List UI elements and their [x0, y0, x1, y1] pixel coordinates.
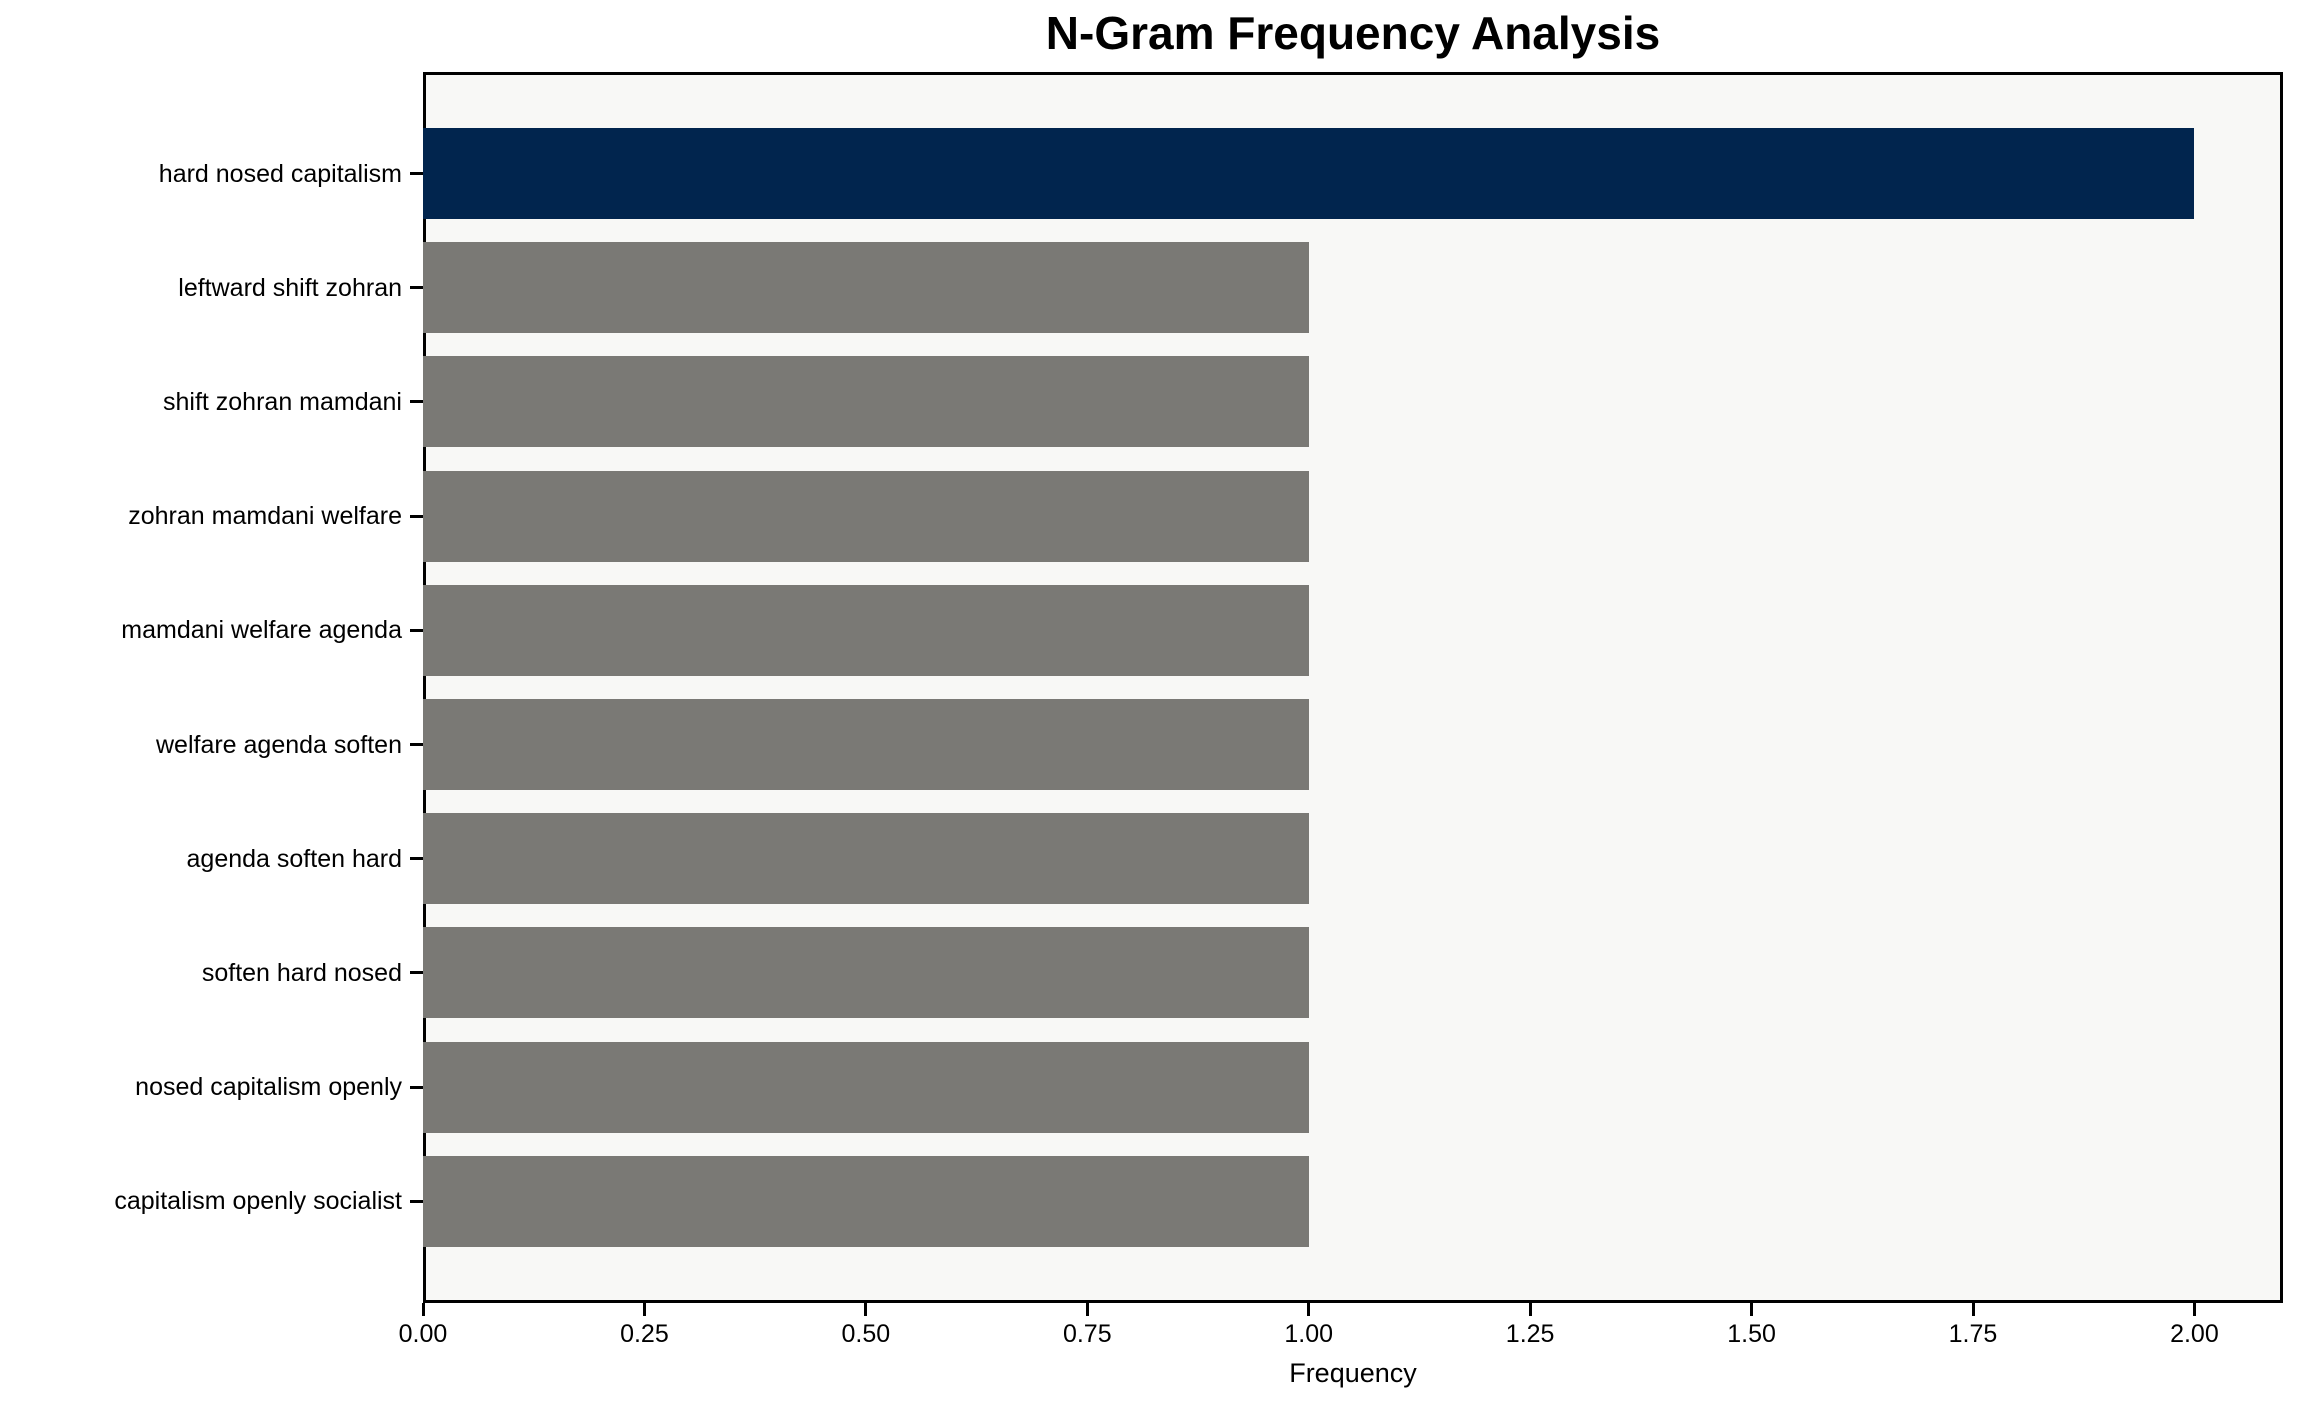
bar: [423, 356, 1309, 448]
bar: [423, 1155, 1309, 1247]
y-tick-label: welfare agenda soften: [155, 730, 402, 759]
y-tick-label: agenda soften hard: [186, 844, 402, 873]
y-tick-label: mamdani welfare agenda: [121, 616, 402, 645]
y-tick-mark: [410, 172, 423, 175]
x-tick-label: 0.75: [1062, 1320, 1112, 1348]
bar: [423, 1041, 1309, 1133]
bar: [423, 470, 1309, 562]
bar: [423, 584, 1309, 676]
x-tick-mark: [1750, 1303, 1754, 1316]
y-tick-mark: [410, 857, 423, 861]
bar: [423, 813, 1309, 905]
y-tick-label: leftward shift zohran: [178, 273, 402, 302]
x-tick-label: 0.00: [398, 1320, 448, 1348]
y-tick-mark: [410, 971, 423, 975]
y-tick-mark: [410, 286, 423, 290]
y-tick-label: zohran mamdani welfare: [128, 502, 402, 531]
bar: [423, 128, 2195, 219]
y-tick-label: hard nosed capitalism: [158, 159, 402, 188]
y-tick-mark: [410, 628, 423, 632]
y-tick-label: capitalism openly socialist: [114, 1187, 402, 1216]
x-tick-mark: [1528, 1303, 1532, 1316]
x-tick-label: 0.25: [620, 1320, 669, 1348]
x-tick-mark: [421, 1303, 425, 1316]
x-tick-label: 1.75: [1948, 1320, 1998, 1348]
bar: [423, 927, 1309, 1019]
y-tick-mark: [410, 514, 423, 518]
x-tick-mark: [864, 1303, 868, 1316]
x-tick-label: 0.50: [841, 1320, 891, 1348]
x-tick-label: 1.00: [1284, 1320, 1334, 1348]
x-tick-mark: [1307, 1303, 1311, 1316]
bar: [423, 699, 1309, 790]
x-tick-label: 1.25: [1505, 1320, 1555, 1348]
y-tick-label: shift zohran mamdani: [162, 387, 402, 416]
x-tick-label: 2.00: [2170, 1320, 2219, 1348]
y-tick-mark: [410, 1199, 423, 1203]
x-tick-mark: [1971, 1303, 1975, 1316]
x-tick-mark: [2192, 1303, 2196, 1316]
chart-title: N-Gram Frequency Analysis: [1045, 7, 1661, 59]
x-tick-mark: [642, 1303, 646, 1316]
y-tick-mark: [410, 400, 423, 404]
y-tick-label: soften hard nosed: [201, 958, 402, 987]
x-axis-label: Frequency: [1289, 1358, 1417, 1388]
y-tick-label: nosed capitalism openly: [135, 1073, 402, 1102]
x-tick-mark: [1085, 1303, 1089, 1316]
bar: [423, 242, 1309, 334]
y-tick-mark: [410, 1085, 423, 1089]
y-tick-mark: [410, 743, 423, 746]
x-tick-label: 1.50: [1727, 1320, 1776, 1348]
